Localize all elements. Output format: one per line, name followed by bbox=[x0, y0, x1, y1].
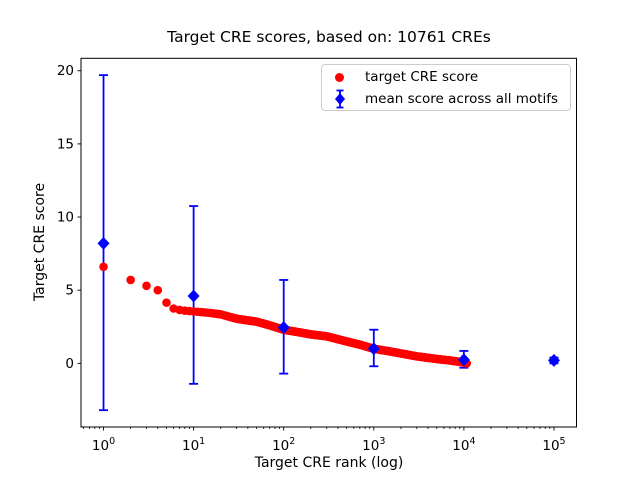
legend-item-target-score: target CRE score bbox=[322, 66, 570, 88]
target-score-point bbox=[162, 298, 171, 307]
x-tick-label: 104 bbox=[452, 436, 475, 454]
x-tick-label: 102 bbox=[272, 436, 295, 454]
x-tick-label: 100 bbox=[92, 436, 115, 454]
y-tick-label: 15 bbox=[57, 136, 74, 152]
target-score-points bbox=[99, 262, 472, 368]
y-tick-label: 20 bbox=[57, 63, 74, 79]
y-tick-label: 0 bbox=[65, 356, 74, 372]
y-tick-label: 5 bbox=[65, 283, 74, 299]
x-tick-label: 105 bbox=[542, 436, 565, 454]
y-axis-label: Target CRE score bbox=[32, 182, 48, 302]
x-axis-label: Target CRE rank (log) bbox=[254, 455, 404, 471]
target-score-point bbox=[126, 275, 135, 285]
legend-label-mean-score: mean score across all motifs bbox=[365, 91, 559, 107]
mean-score-errorbars bbox=[99, 74, 559, 412]
legend-item-mean-score: mean score across all motifs bbox=[322, 88, 570, 110]
target-score-point bbox=[153, 285, 163, 295]
legend: target CRE score mean score across all m… bbox=[321, 64, 571, 111]
x-tick-label: 103 bbox=[362, 436, 385, 454]
x-tick-label: 101 bbox=[182, 436, 205, 454]
mean-score-points bbox=[97, 236, 560, 367]
chart-title: Target CRE scores, based on: 10761 CREs bbox=[167, 28, 491, 46]
mean-score-point bbox=[187, 289, 200, 303]
target-score-point bbox=[142, 281, 151, 291]
mean-score-point bbox=[547, 353, 560, 367]
x-axis: 100 101 102 103 104 105 bbox=[92, 427, 566, 454]
y-tick-label: 10 bbox=[57, 210, 74, 226]
target-score-point bbox=[99, 262, 108, 272]
blue-diamond-errorbar-marker-icon bbox=[322, 88, 357, 110]
red-circle-marker-icon bbox=[322, 72, 357, 82]
y-axis: 0 5 10 15 20 bbox=[57, 63, 81, 372]
mean-score-point bbox=[367, 342, 380, 356]
plot-border bbox=[80, 57, 577, 428]
mean-score-point bbox=[97, 236, 110, 250]
mean-score-point bbox=[457, 353, 470, 367]
legend-label-target-score: target CRE score bbox=[365, 69, 479, 85]
mean-score-point bbox=[277, 321, 290, 335]
axes: 100 101 102 103 104 105 0 5 10 15 20 bbox=[57, 63, 566, 454]
